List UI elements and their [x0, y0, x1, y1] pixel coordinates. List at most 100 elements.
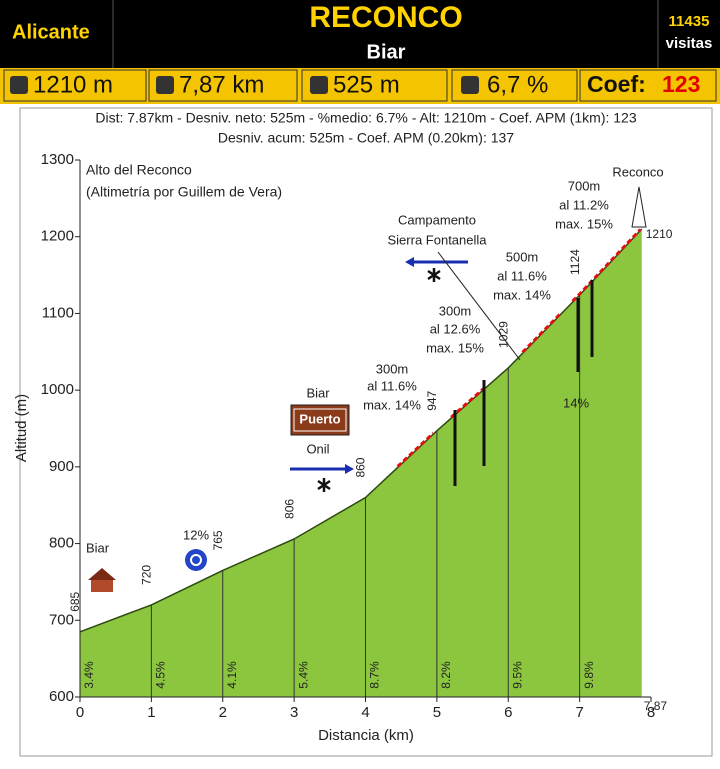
stat-box [3, 69, 147, 102]
chart-frame [19, 107, 713, 757]
chart-subtitle: Dist: 7.87km - Desniv. neto: 525m - %med… [95, 110, 636, 126]
gradient-label: 4.5% [154, 661, 168, 689]
y-tick-label: 900 [49, 458, 74, 475]
annotation: al 11.2% [559, 197, 609, 212]
coef: 123 [662, 71, 700, 97]
icon-altitude [10, 76, 28, 94]
roundabout [185, 549, 207, 571]
visits: 11435 [669, 13, 710, 30]
icon-gradient [461, 76, 479, 94]
annotation: 500m [506, 249, 539, 264]
icon-climb [310, 76, 328, 94]
annotation: Biar [86, 540, 110, 555]
x-axis-label: Distancia (km) [318, 727, 414, 744]
annotation: Sierra Fontanella [388, 232, 488, 247]
annotation: Alto del Reconco [86, 162, 192, 178]
steep-section [450, 387, 485, 419]
steep-section [571, 228, 642, 303]
title: RECONCO [309, 1, 462, 34]
stat-gradient: 6,7 % [487, 71, 548, 98]
stat-box [451, 69, 578, 102]
altitude-label: 806 [282, 499, 296, 519]
x-tick-label: 4 [361, 704, 369, 721]
puerto-sign [290, 404, 350, 436]
altitude-label: 720 [140, 565, 154, 585]
x-tick-label: 2 [219, 704, 227, 721]
profile-area [80, 229, 642, 698]
house-icon [91, 578, 113, 592]
altitude-label: 765 [211, 530, 225, 550]
pointer [437, 251, 521, 361]
annotation: 14% [563, 395, 589, 410]
arrow-head [405, 257, 414, 267]
asterisk [427, 268, 441, 282]
puerto-sign-inner [293, 408, 347, 432]
y-tick-label: 1100 [42, 304, 74, 321]
visits-label: visitas [666, 35, 713, 52]
x-end-label: 7.87 [644, 699, 668, 713]
y-tick-label: 1000 [41, 381, 74, 398]
steep-section [396, 432, 435, 468]
y-tick-label: 1200 [41, 228, 74, 245]
annotation: Campamento [398, 212, 476, 227]
gradient-label: 3.4% [82, 661, 96, 689]
roundabout-inner [190, 554, 202, 566]
gradient-label: 8.7% [368, 661, 382, 689]
altitude-label: 1029 [496, 321, 510, 348]
annotation: Onil [306, 441, 329, 456]
y-tick-label: 800 [49, 535, 74, 552]
stat-altitude: 1210 m [33, 71, 113, 98]
coef-label: Coef: [587, 71, 646, 97]
header-bar [0, 0, 720, 68]
stat-box [148, 69, 298, 102]
subtitle: Biar [367, 41, 406, 63]
altitude-label: 860 [354, 457, 368, 477]
stat-box [301, 69, 448, 102]
x-tick-label: 3 [290, 704, 298, 721]
annotation: al 11.6% [367, 378, 417, 393]
icon-distance [156, 76, 174, 94]
gradient-label: 9.5% [510, 661, 524, 689]
annotation: 300m [376, 361, 409, 376]
chart-subtitle: Desniv. acum: 525m - Coef. APM (0.20km):… [218, 130, 514, 146]
altitude-label: 685 [68, 591, 82, 611]
altitude-label: 1124 [568, 249, 582, 275]
stat-distance: 7,87 km [179, 71, 264, 98]
annotation: max. 14% [363, 397, 421, 412]
y-tick-label: 700 [49, 611, 74, 628]
annotation: 300m [439, 303, 472, 318]
x-tick-label: 8 [647, 704, 655, 721]
x-tick-label: 1 [147, 704, 155, 721]
annotation: (Altimetría por Guillem de Vera) [86, 184, 282, 200]
annotation: Biar [306, 385, 330, 400]
y-axis-label: Altitud (m) [13, 394, 30, 462]
stat-boxes [3, 69, 717, 102]
tower-icon [631, 186, 647, 228]
stat-climb: 525 m [333, 71, 400, 98]
gradient-label: 4.1% [225, 661, 239, 689]
gradient-label: 9.8% [582, 661, 596, 689]
annotation: al 11.6% [497, 268, 547, 283]
asterisk [317, 478, 331, 492]
annotation: Puerto [299, 411, 340, 426]
y-tick-label: 1300 [41, 151, 74, 168]
gradient-label: 8.2% [439, 661, 453, 689]
x-tick-label: 7 [575, 704, 583, 721]
stat-box [579, 69, 717, 102]
annotation: Reconco [612, 164, 663, 179]
annotation: max. 15% [555, 216, 613, 231]
annotation: 700m [568, 178, 601, 193]
annotation: max. 15% [426, 340, 484, 355]
steep-section [521, 311, 563, 354]
annotation: 12% [183, 527, 209, 542]
house-roof [88, 568, 116, 580]
annotation: al 12.6% [430, 321, 481, 336]
x-tick-label: 0 [76, 704, 84, 721]
y-tick-label: 600 [49, 688, 74, 705]
region: Alicante [12, 21, 90, 43]
arrow-head [345, 464, 354, 474]
altitude-label: 1210 [646, 227, 673, 241]
annotation: max. 14% [493, 287, 551, 302]
